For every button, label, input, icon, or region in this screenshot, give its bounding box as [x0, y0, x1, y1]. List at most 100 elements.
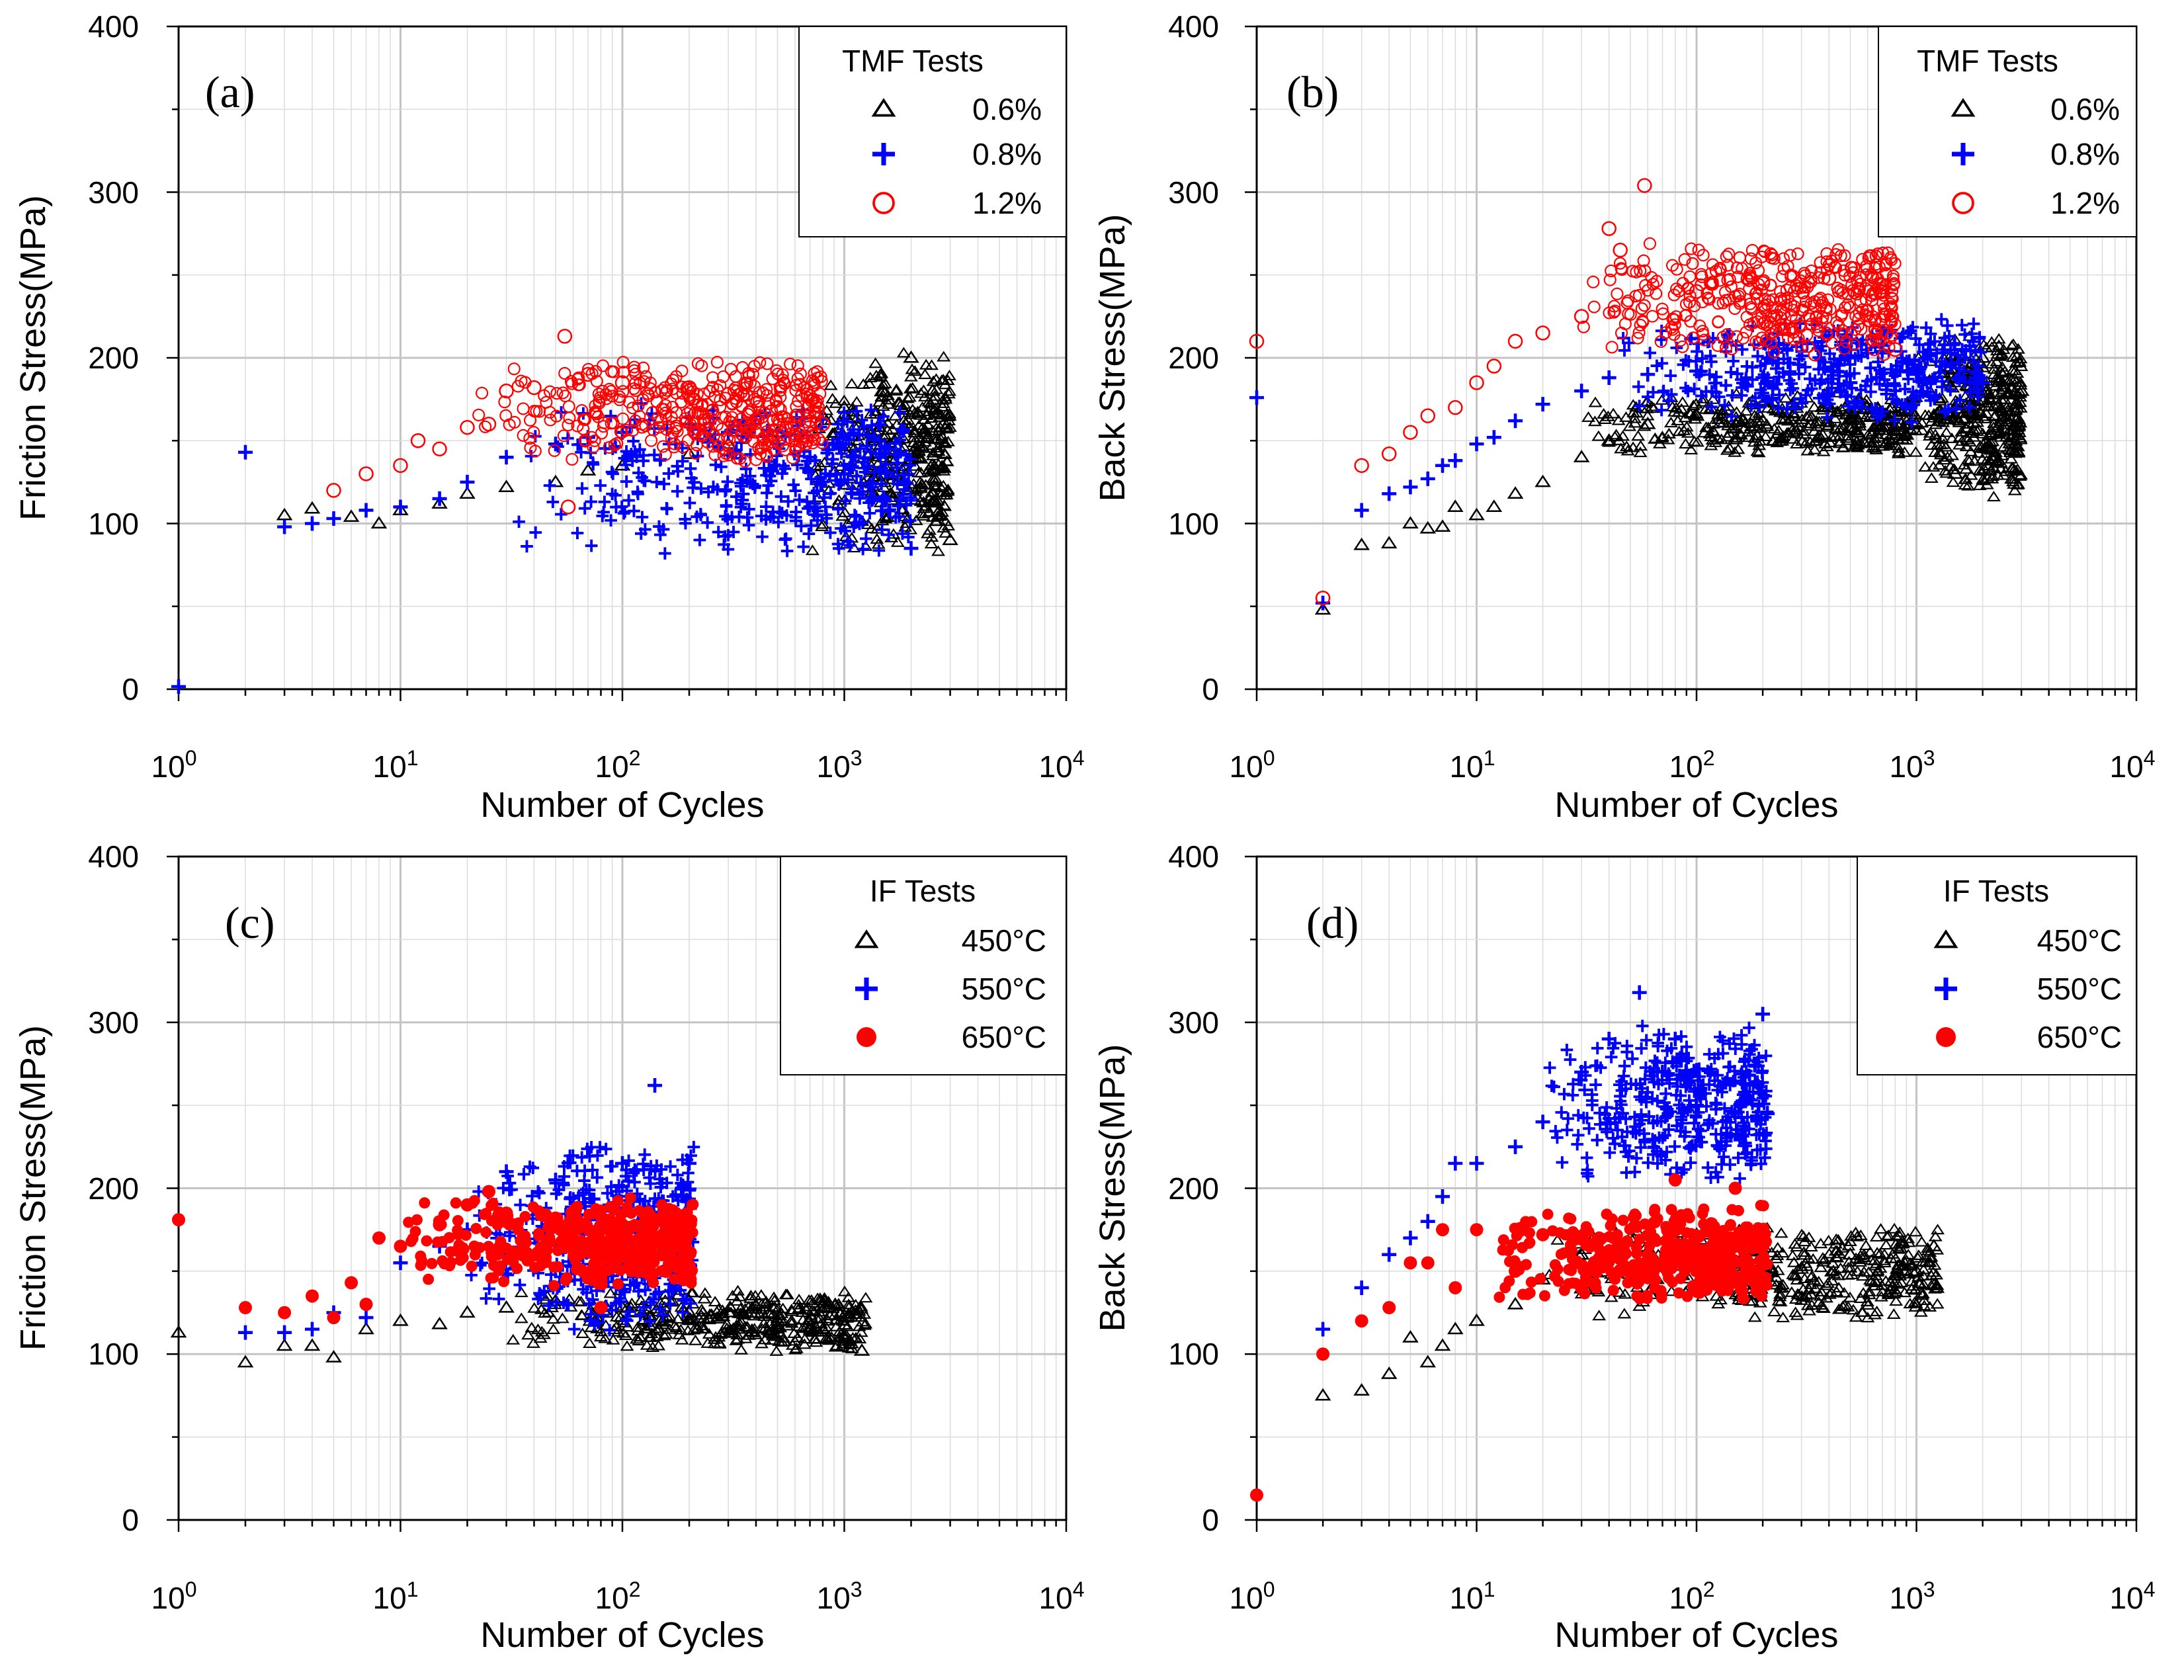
data-point-triangle [757, 1310, 772, 1322]
data-point-circle [700, 398, 714, 411]
data-point-circle [1486, 358, 1502, 374]
x-tick-exponent: 0 [185, 1577, 197, 1601]
data-point-triangle [1754, 413, 1771, 426]
data-point-triangle [849, 1308, 864, 1319]
data-point-triangle [927, 459, 942, 470]
data-point-triangle [2001, 442, 2016, 454]
data-point-triangle [939, 393, 953, 404]
data-point-plus [715, 460, 728, 474]
data-point-triangle [1620, 444, 1635, 456]
data-point-triangle [1900, 419, 1915, 430]
data-point-triangle [915, 497, 930, 508]
data-point-triangle [724, 1306, 738, 1318]
data-point-circle [1577, 320, 1590, 333]
axis-ticks [1245, 25, 2138, 701]
data-point-circle [1849, 323, 1862, 336]
data-point-triangle [729, 1334, 743, 1345]
data-point-triangle [598, 1332, 612, 1343]
data-point-circle [543, 405, 557, 419]
data-point-triangle [1675, 396, 1690, 407]
data-point-triangle [1984, 424, 1999, 435]
data-point-plus [171, 679, 186, 694]
data-point-plus [393, 1255, 408, 1271]
data-point-circle [770, 399, 785, 415]
data-point-triangle [1786, 426, 1801, 437]
data-point-triangle [1992, 333, 2006, 344]
data-point-plus [597, 505, 610, 519]
data-point-triangle [1758, 431, 1773, 442]
data-point-circle [1535, 325, 1550, 341]
data-point-circle [774, 384, 787, 397]
data-point-plus [1975, 375, 1990, 390]
data-point-circle [737, 430, 750, 443]
data-point-circle [1742, 274, 1755, 287]
data-point-triangle [780, 1288, 794, 1300]
data-point-triangle [929, 497, 943, 508]
data-point-circle [550, 409, 563, 423]
data-point-plus [1354, 503, 1369, 518]
data-point-plus [612, 1179, 626, 1192]
data-point-plus [878, 440, 892, 452]
data-point-circle [1638, 299, 1651, 312]
data-point-plus [1967, 317, 1980, 330]
data-point-triangle [1588, 396, 1603, 407]
data-point-circle [816, 436, 829, 450]
data-point-plus [1765, 394, 1778, 407]
data-point-triangle [304, 1338, 321, 1351]
data-point-triangle [1945, 432, 1959, 443]
data-point-circle [750, 423, 763, 437]
data-point-circle [1767, 345, 1781, 358]
data-point-triangle [907, 436, 921, 447]
data-point-triangle [1821, 419, 1835, 431]
data-point-plus [802, 527, 816, 540]
data-point-triangle [939, 515, 953, 526]
data-point-plus [1849, 401, 1862, 415]
data-point-plus [850, 405, 863, 418]
data-point-circle [1860, 263, 1874, 276]
data-point-plus [671, 1169, 684, 1181]
data-point-circle [749, 453, 763, 466]
data-point-circle [717, 449, 730, 462]
data-point-plus [1969, 344, 1982, 357]
data-point-plus [1936, 375, 1949, 388]
data-point-plus [1873, 364, 1886, 377]
data-point-plus [1753, 401, 1766, 413]
data-point-triangle [1892, 1229, 1907, 1240]
legend-marker-circle-open [1952, 192, 1974, 214]
legend-entry: 0.6% [972, 92, 1042, 126]
data-point-plus [903, 514, 917, 527]
data-point-plus [1708, 376, 1721, 390]
data-point-circle [526, 380, 542, 396]
data-point-circle-filled [372, 1231, 386, 1245]
data-point-plus [760, 486, 773, 499]
data-point-triangle [787, 1327, 801, 1338]
data-point-circle-filled [415, 1259, 427, 1271]
data-point-plus [1924, 394, 1937, 407]
data-point-triangle [1779, 392, 1793, 403]
x-tick-label: 100 [151, 1577, 197, 1615]
data-point-plus [864, 445, 877, 458]
x-tick-label: 104 [2110, 746, 2156, 784]
y-tick-label: 400 [1168, 9, 1219, 44]
data-point-triangle [1775, 413, 1789, 425]
data-point-triangle [669, 1321, 684, 1332]
data-point-plus [768, 458, 780, 471]
data-point-plus [741, 475, 753, 488]
data-point-plus [737, 487, 750, 501]
data-point-plus [1855, 337, 1867, 350]
data-point-triangle [848, 1304, 862, 1315]
data-point-circle [1603, 306, 1616, 319]
data-point-triangle [806, 1296, 820, 1308]
data-point-circle [1814, 299, 1827, 312]
data-point-circle [620, 423, 634, 437]
data-point-plus [637, 1163, 650, 1176]
data-point-triangle [819, 1320, 833, 1331]
data-point-circle [695, 359, 708, 372]
data-point-circle-filled [487, 1272, 499, 1284]
data-point-circle [776, 368, 789, 382]
data-point-plus [903, 459, 917, 472]
data-point-plus [808, 508, 821, 521]
data-point-plus [1755, 370, 1771, 386]
data-point-plus [1905, 401, 1917, 413]
data-point-plus [1909, 367, 1924, 382]
